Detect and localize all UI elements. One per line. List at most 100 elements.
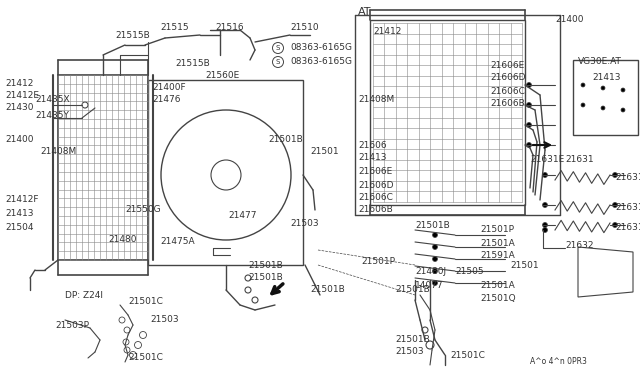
Circle shape (601, 106, 605, 110)
Circle shape (601, 86, 605, 90)
Text: 21435Y: 21435Y (35, 112, 69, 121)
Text: 21591A: 21591A (480, 251, 515, 260)
Circle shape (433, 257, 438, 262)
Text: 21631E: 21631E (615, 203, 640, 212)
Text: 21476: 21476 (152, 96, 180, 105)
Circle shape (543, 228, 547, 232)
Text: 21631E: 21631E (530, 155, 564, 164)
Text: 21412: 21412 (373, 28, 401, 36)
Circle shape (527, 122, 531, 128)
Text: 21400: 21400 (555, 16, 584, 25)
Text: 21606E: 21606E (358, 167, 392, 176)
Text: 21501A: 21501A (480, 280, 515, 289)
Text: 21412F: 21412F (5, 196, 38, 205)
Text: 21510: 21510 (290, 23, 319, 32)
Bar (58, 75, 148, 260)
Circle shape (543, 202, 547, 208)
Text: 21501C: 21501C (450, 350, 485, 359)
Text: 21503P: 21503P (55, 321, 89, 330)
Text: S: S (276, 45, 280, 51)
Text: 21501Q: 21501Q (480, 294, 516, 302)
Text: 21631E: 21631E (615, 224, 640, 232)
Circle shape (621, 88, 625, 92)
Text: 21408M: 21408M (40, 148, 76, 157)
Text: 21501A: 21501A (480, 238, 515, 247)
Text: 21408M: 21408M (358, 96, 394, 105)
Text: 21606C: 21606C (490, 87, 525, 96)
Circle shape (612, 222, 618, 228)
Text: 21501B: 21501B (415, 221, 450, 230)
Circle shape (621, 108, 625, 112)
Circle shape (433, 269, 438, 273)
Text: 21503: 21503 (290, 218, 319, 228)
Text: 21477: 21477 (228, 212, 257, 221)
Text: 21501B: 21501B (268, 135, 303, 144)
Circle shape (612, 173, 618, 177)
Text: 21632: 21632 (565, 241, 593, 250)
Circle shape (543, 173, 547, 177)
Text: 21501C: 21501C (128, 298, 163, 307)
Text: 14077: 14077 (415, 280, 444, 289)
Circle shape (527, 142, 531, 148)
Text: 21501P: 21501P (361, 257, 395, 266)
Text: 21501B: 21501B (248, 260, 283, 269)
Text: 21606E: 21606E (490, 61, 524, 70)
Text: VG30E.AT: VG30E.AT (578, 58, 622, 67)
Text: 21606C: 21606C (358, 193, 393, 202)
Text: 21413: 21413 (5, 208, 33, 218)
Text: 21480: 21480 (108, 235, 136, 244)
Text: 21504: 21504 (5, 224, 33, 232)
Text: 21515B: 21515B (115, 31, 150, 39)
Text: 21412E: 21412E (5, 90, 39, 99)
Text: 08363-6165G: 08363-6165G (290, 58, 352, 67)
Text: 21435X: 21435X (35, 96, 70, 105)
Text: 21631E: 21631E (615, 173, 640, 183)
Circle shape (543, 222, 547, 228)
Text: 21480J: 21480J (415, 267, 446, 276)
Circle shape (527, 103, 531, 108)
Text: 21606B: 21606B (490, 99, 525, 109)
Text: 21631: 21631 (565, 155, 594, 164)
Text: 21560E: 21560E (205, 71, 239, 80)
Text: 21501P: 21501P (480, 225, 514, 234)
Text: 21413: 21413 (592, 74, 621, 83)
Text: 21515B: 21515B (175, 58, 210, 67)
Text: 21430: 21430 (5, 103, 33, 112)
Text: 21503: 21503 (150, 315, 179, 324)
Circle shape (581, 83, 585, 87)
Text: 21400: 21400 (5, 135, 33, 144)
Text: 21475A: 21475A (160, 237, 195, 247)
Circle shape (581, 103, 585, 107)
Text: 21606D: 21606D (358, 180, 394, 189)
Text: 21550G: 21550G (125, 205, 161, 215)
Text: 21516: 21516 (216, 23, 244, 32)
Bar (370, 20, 525, 205)
Text: 21606B: 21606B (358, 205, 393, 215)
Text: 21503: 21503 (395, 347, 424, 356)
Text: S: S (276, 59, 280, 65)
Text: 21413: 21413 (358, 154, 387, 163)
Text: 21501B: 21501B (395, 336, 429, 344)
Text: 21501B: 21501B (395, 285, 429, 295)
Circle shape (433, 244, 438, 250)
Text: AT: AT (358, 7, 371, 17)
Circle shape (612, 202, 618, 208)
Text: 21501: 21501 (510, 260, 539, 269)
Text: 21501: 21501 (310, 148, 339, 157)
Text: 21606D: 21606D (490, 74, 525, 83)
Text: 08363-6165G: 08363-6165G (290, 44, 352, 52)
Text: 21606: 21606 (358, 141, 387, 150)
Text: 21400F: 21400F (152, 83, 186, 93)
Text: 21515: 21515 (160, 23, 189, 32)
Text: 21501B: 21501B (310, 285, 345, 295)
Text: DP: Z24I: DP: Z24I (65, 291, 103, 299)
Bar (573, 60, 638, 135)
Text: 21501C: 21501C (128, 353, 163, 362)
Circle shape (433, 232, 438, 237)
Text: A^o 4^n 0PR3: A^o 4^n 0PR3 (530, 357, 587, 366)
Text: 21412: 21412 (5, 78, 33, 87)
Circle shape (527, 83, 531, 87)
Bar (148, 80, 303, 265)
Text: 21505: 21505 (455, 267, 484, 276)
Text: 21501B: 21501B (248, 273, 283, 282)
